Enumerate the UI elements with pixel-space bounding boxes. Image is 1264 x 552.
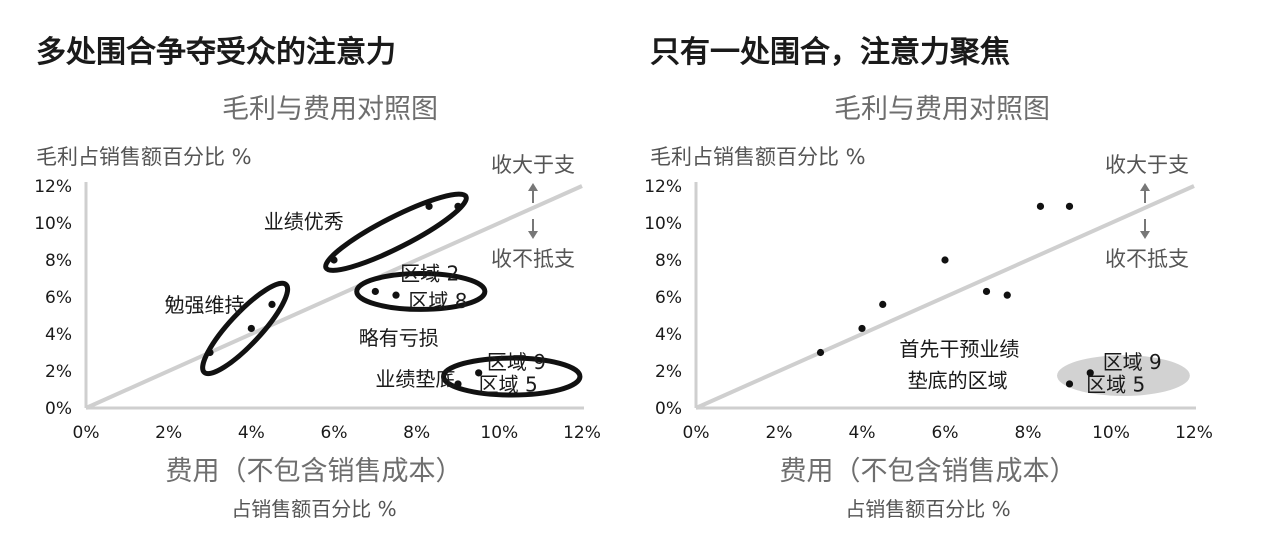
annotation-label: 首先干预业绩 xyxy=(899,337,1019,361)
annotation-label: 区域 9 xyxy=(487,350,546,374)
x-axis-sublabel: 占销售额百分比 % xyxy=(845,497,1010,521)
annotation-label: 业绩垫底 xyxy=(375,367,455,391)
y-tick-label: 0% xyxy=(655,399,682,419)
arrow-up-icon xyxy=(528,183,538,191)
data-point-9 xyxy=(475,369,483,377)
arrow-down-icon xyxy=(1140,231,1150,239)
x-tick-label: 4% xyxy=(238,423,265,443)
y-tick-label: 12% xyxy=(644,177,682,197)
annotation-label: 区域 5 xyxy=(1086,372,1145,396)
annotation-label: 区域 9 xyxy=(1103,350,1162,374)
x-tick-label: 4% xyxy=(849,423,876,443)
x-axis-label: 费用（不包含销售成本） xyxy=(166,456,463,487)
data-point-1 xyxy=(816,348,825,357)
highlight-ellipse-4 xyxy=(441,355,583,398)
y-tick-label: 8% xyxy=(45,251,72,271)
y-tick-label: 6% xyxy=(45,288,72,308)
x-tick-label: 2% xyxy=(766,423,793,443)
data-point-2 xyxy=(858,324,866,333)
y-tick-label: 10% xyxy=(34,214,72,234)
x-tick-label: 2% xyxy=(155,423,182,443)
data-point-6 xyxy=(392,291,400,299)
x-axis-sublabel: 占销售额百分比 % xyxy=(231,497,396,521)
x-tick-label: 10% xyxy=(480,423,518,443)
y-tick-label: 6% xyxy=(655,288,682,308)
highlight-shade-1 xyxy=(1057,355,1190,396)
x-tick-label: 12% xyxy=(563,423,601,443)
y-tick-label: 4% xyxy=(45,325,72,345)
y-tick-label: 2% xyxy=(655,362,682,382)
y-tick-label: 12% xyxy=(34,177,72,197)
y-axis-label: 毛利占销售额百分比 % xyxy=(36,145,252,169)
annotation-label: 业绩优秀 xyxy=(264,210,344,234)
annotation-label: 垫底的区域 xyxy=(908,369,1008,393)
data-point-9 xyxy=(1086,369,1094,377)
y-tick-label: 0% xyxy=(45,399,72,419)
label-above-line: 收大于支 xyxy=(491,153,575,177)
data-point-7 xyxy=(1036,202,1045,210)
data-point-6 xyxy=(1003,291,1011,299)
x-tick-label: 8% xyxy=(1015,423,1042,443)
data-point-5 xyxy=(982,287,991,296)
panel-heading: 只有一处围合，注意力聚焦 xyxy=(650,35,1010,70)
y-tick-label: 2% xyxy=(45,362,72,382)
data-point-2 xyxy=(247,324,255,333)
data-point-5 xyxy=(371,287,379,296)
label-below-line: 收不抵支 xyxy=(1105,247,1189,271)
y-tick-label: 8% xyxy=(655,251,682,271)
highlight-ellipse-3 xyxy=(354,271,488,312)
arrow-down-icon xyxy=(528,231,538,239)
highlight-ellipse-2 xyxy=(200,280,291,377)
chart-title: 毛利与费用对照图 xyxy=(222,94,438,125)
annotation-label: 区域 2 xyxy=(400,261,459,285)
annotation-label: 勉强维持 xyxy=(165,293,245,317)
y-axis-label: 毛利占销售额百分比 % xyxy=(650,145,866,169)
data-point-3 xyxy=(268,300,276,308)
data-point-8 xyxy=(1065,202,1074,210)
label-below-line: 收不抵支 xyxy=(491,247,575,271)
x-axis-label: 费用（不包含销售成本） xyxy=(780,456,1077,487)
breakeven-line xyxy=(85,184,583,410)
x-tick-label: 8% xyxy=(403,423,430,443)
label-above-line: 收大于支 xyxy=(1105,153,1189,177)
x-tick-label: 0% xyxy=(683,423,710,443)
annotation-label: 区域 5 xyxy=(479,372,538,396)
data-point-4 xyxy=(941,256,949,264)
annotation-label: 区域 8 xyxy=(408,289,467,313)
x-tick-label: 6% xyxy=(321,423,348,443)
x-tick-label: 0% xyxy=(73,423,100,443)
x-tick-label: 6% xyxy=(932,423,959,443)
panel-heading: 多处围合争夺受众的注意力 xyxy=(36,35,396,70)
annotation-label: 略有亏损 xyxy=(359,326,439,350)
y-tick-label: 10% xyxy=(644,214,682,234)
arrow-up-icon xyxy=(1140,183,1150,191)
chart-title: 毛利与费用对照图 xyxy=(834,94,1050,125)
breakeven-line xyxy=(695,184,1195,410)
y-tick-label: 4% xyxy=(655,325,682,345)
data-point-3 xyxy=(879,300,887,308)
x-tick-label: 12% xyxy=(1175,423,1213,443)
data-point-10 xyxy=(1065,380,1074,388)
highlight-ellipse-1 xyxy=(323,191,469,273)
x-tick-label: 10% xyxy=(1092,423,1130,443)
data-point-7 xyxy=(425,202,433,210)
